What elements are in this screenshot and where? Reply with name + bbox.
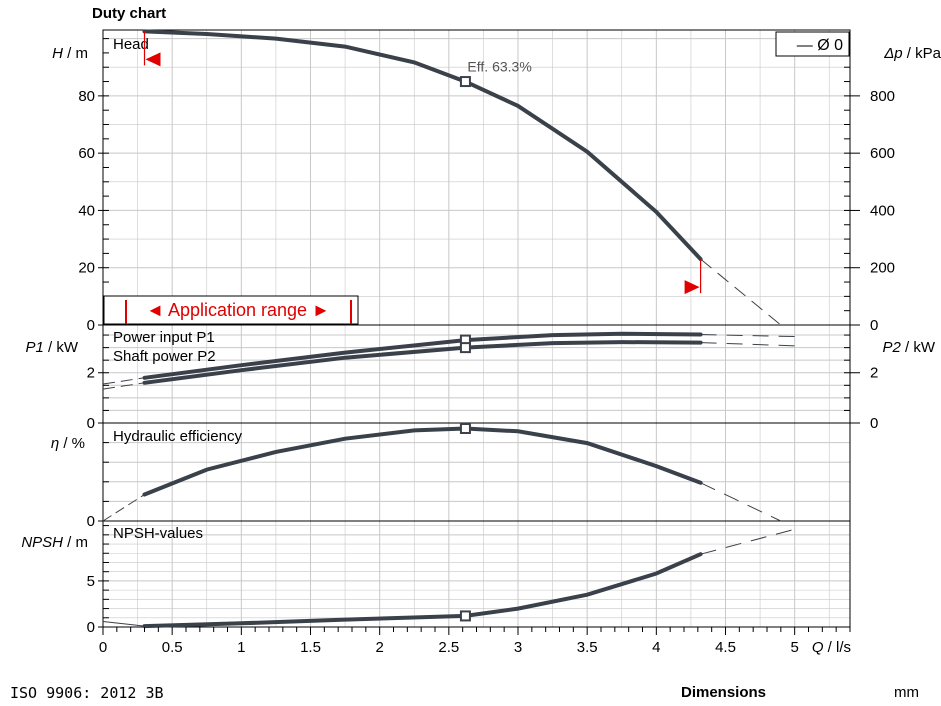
x-tick-label: 1 [237, 639, 245, 656]
legend-box [775, 31, 850, 57]
grid [103, 30, 850, 627]
y-tick-label: 0 [87, 415, 95, 432]
x-axis-label: Q / l/s [812, 639, 851, 656]
x-tick-label: 5 [790, 639, 798, 656]
efficiency-extension-left [102, 494, 145, 522]
x-tick-label: 3.5 [577, 639, 598, 656]
y-tick-label: 2 [87, 365, 95, 382]
y-right-tick-label: 200 [870, 260, 895, 277]
range-start-arrow [145, 52, 161, 67]
y-right-tick-label: 0 [870, 317, 878, 334]
x-tick-label: 0.5 [162, 639, 183, 656]
head-curve [142, 29, 703, 262]
efficiency-curve [142, 426, 703, 497]
head-curve-extension [700, 258, 782, 326]
efficiency-axis-label: η / % [51, 435, 85, 452]
y-right-tick-label: 800 [870, 88, 895, 105]
x-tick-label: 4.5 [715, 639, 736, 656]
y-tick-label: 0 [87, 513, 95, 530]
pressure-axis-label: Δp / kPa [883, 45, 941, 62]
y-right-tick-label: 2 [870, 365, 878, 382]
y-right-tick-label: 400 [870, 202, 895, 219]
npsh-axis-label: NPSH / m [21, 534, 88, 551]
efficiency-annotation: Eff. 63.3% [467, 59, 531, 75]
power-curve [142, 340, 703, 385]
head-curve-label: Head [113, 36, 149, 53]
npsh-curve-label: NPSH-values [113, 525, 203, 542]
legend-entry: — Ø 0 [797, 37, 843, 54]
y-tick-label: 40 [78, 202, 95, 219]
npsh-extension-left [102, 620, 145, 627]
power-curve-label: Power input P1 [113, 329, 215, 346]
efficiency-curve-label: Hydraulic efficiency [113, 428, 242, 445]
x-tick-label: 0 [99, 639, 107, 656]
standard-label: ISO 9906: 2012 3B [10, 684, 164, 702]
npsh-curve [142, 552, 703, 629]
panel-frame [102, 520, 851, 628]
efficiency-duty-point [459, 422, 471, 434]
x-tick-label: 3 [514, 639, 522, 656]
y-tick-label: 60 [78, 145, 95, 162]
efficiency-extension-right [700, 482, 782, 522]
power-curve-extension-right [700, 342, 795, 347]
power-curve-extension-left [102, 382, 145, 390]
x-tick-label: 2.5 [438, 639, 459, 656]
y-tick-label: 0 [87, 619, 95, 636]
head-duty-point [459, 76, 471, 88]
range-end-arrow [684, 280, 700, 295]
power-curve-extension-right [700, 334, 795, 338]
y-tick-label: 5 [87, 573, 95, 590]
application-range-label: ◄ Application range ► [146, 300, 330, 320]
y-tick-label: 80 [78, 88, 95, 105]
y-tick-label: 20 [78, 260, 95, 277]
unit-label: mm [894, 684, 919, 701]
x-tick-label: 4 [652, 639, 660, 656]
x-tick-label: 1.5 [300, 639, 321, 656]
npsh-extension-right [700, 528, 795, 555]
power-curve-label: Shaft power P2 [113, 348, 216, 365]
power-curve-extension-left [102, 377, 145, 385]
shaft-power-axis-label: P2 / kW [882, 339, 935, 356]
power-duty-point [459, 342, 471, 354]
y-right-tick-label: 600 [870, 145, 895, 162]
x-tick-label: 2 [375, 639, 383, 656]
npsh-duty-point [459, 610, 471, 622]
application-range-box [103, 295, 359, 325]
power-input-axis-label: P1 / kW [25, 339, 78, 356]
head-axis-label: H / m [52, 45, 88, 62]
chart-title: Duty chart [92, 5, 167, 22]
y-tick-label: 0 [87, 317, 95, 334]
y-right-tick-label: 0 [870, 415, 878, 432]
dimensions-label: Dimensions [681, 684, 767, 701]
